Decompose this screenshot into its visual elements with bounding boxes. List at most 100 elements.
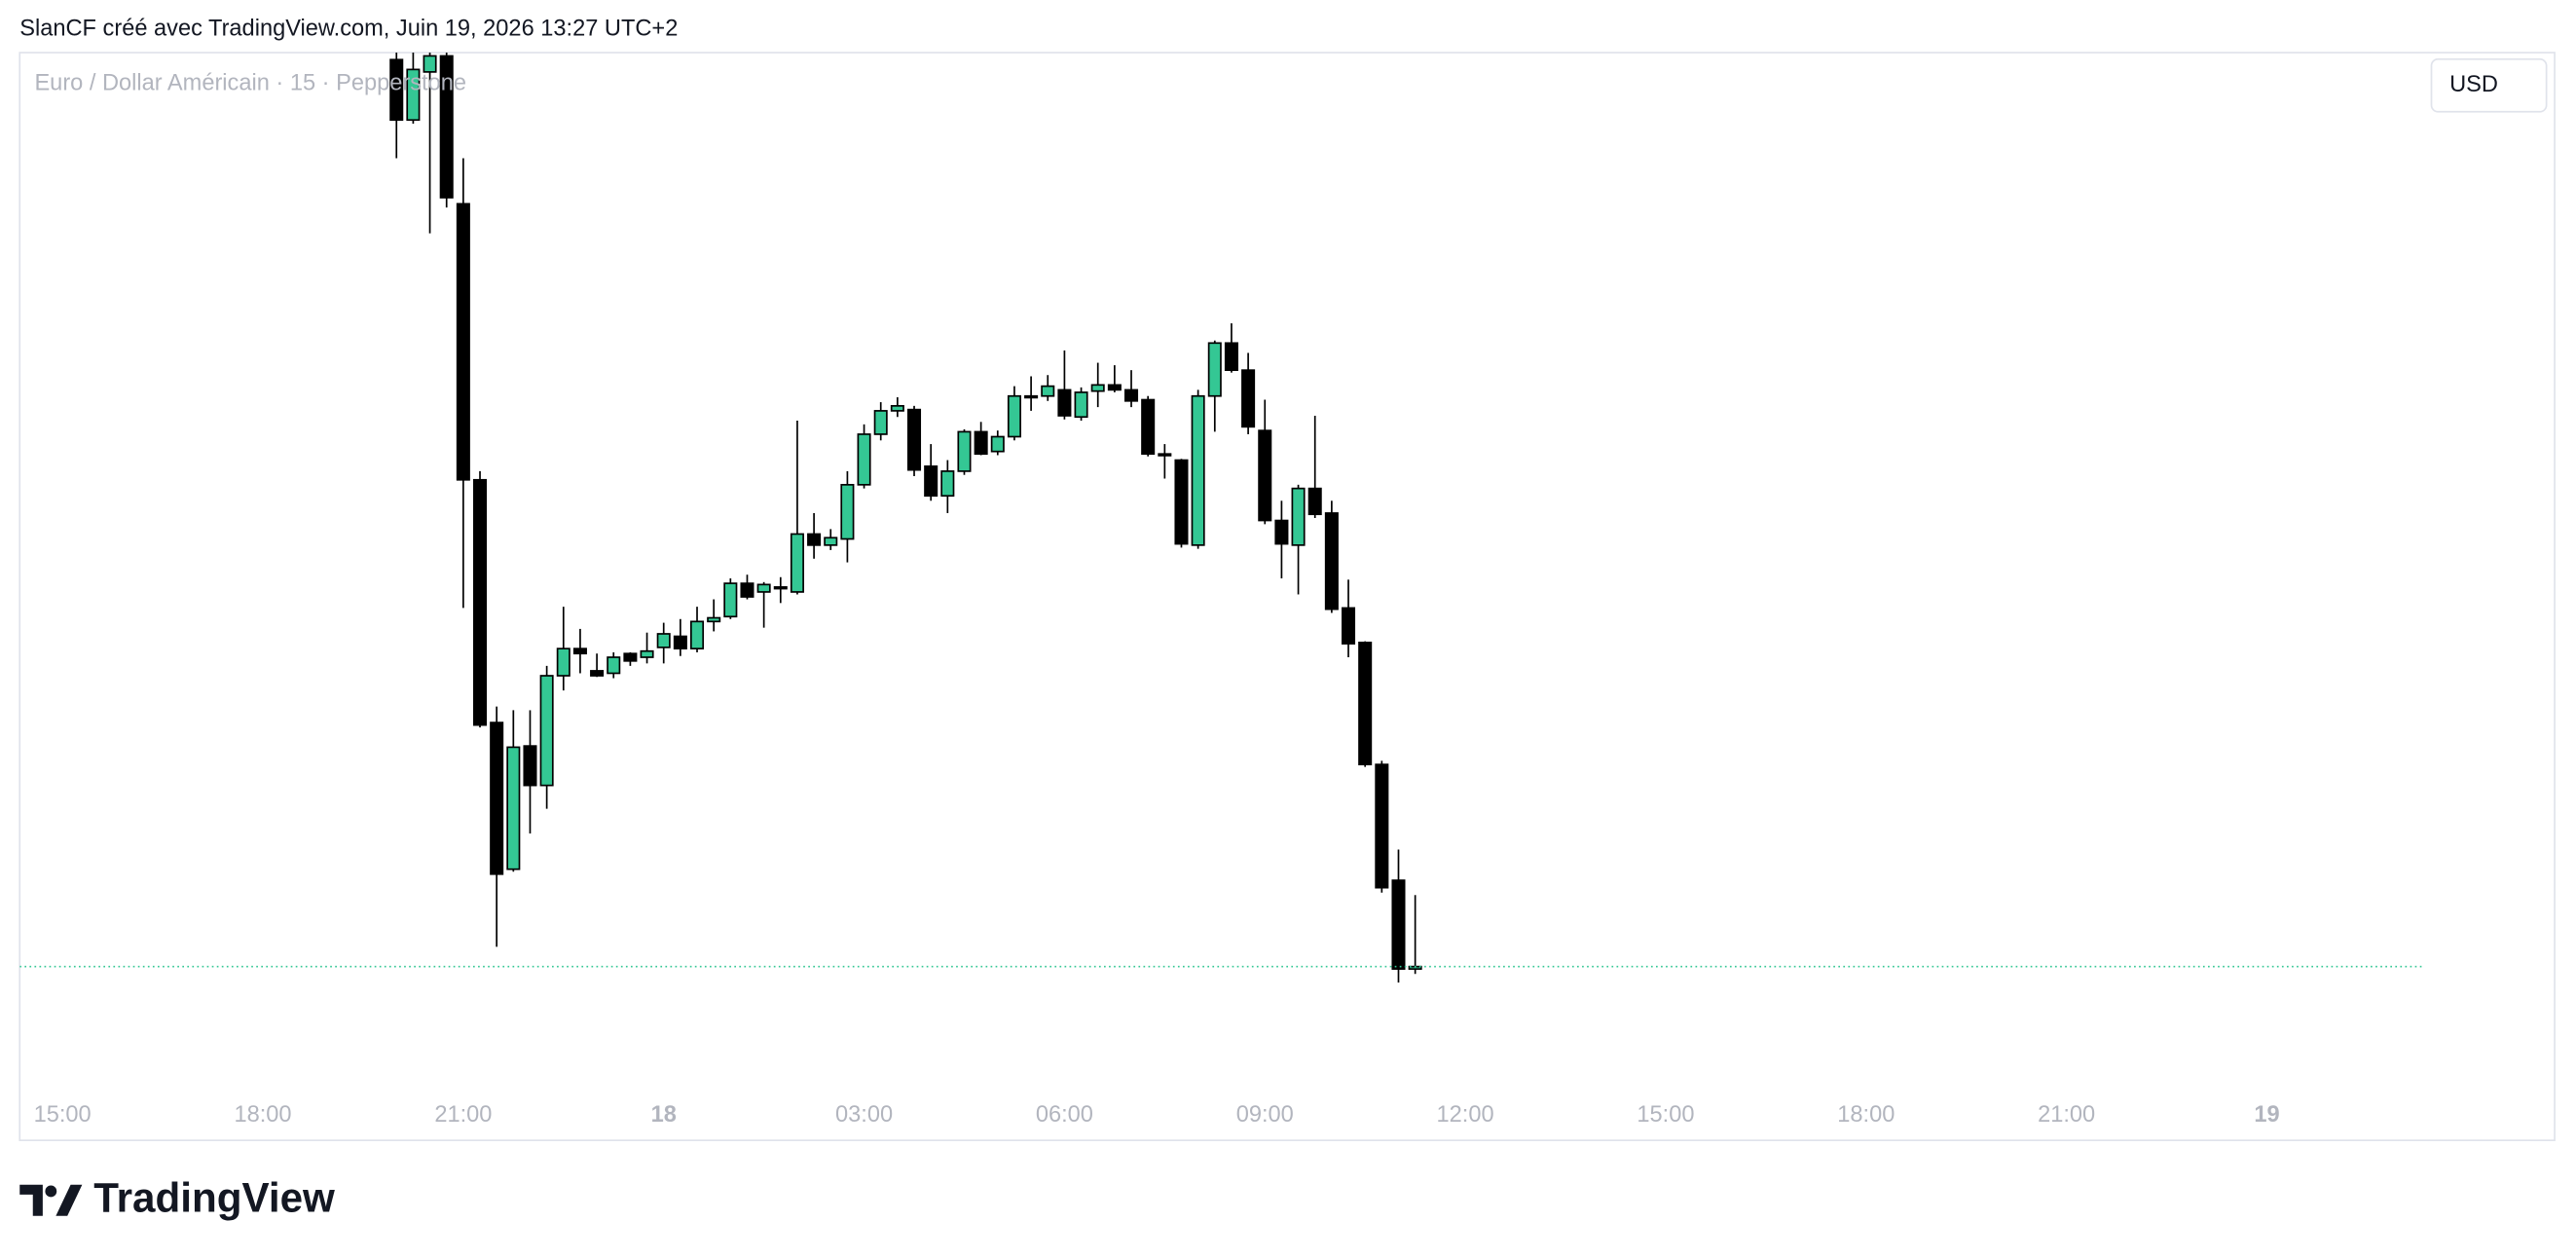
candle-body xyxy=(590,670,605,677)
y-tick-label: 1,15000 xyxy=(2451,658,2534,684)
last-price-box xyxy=(2426,950,2546,983)
candle-body xyxy=(623,652,638,662)
candle-body xyxy=(1307,487,1322,516)
candle-body xyxy=(1391,879,1406,971)
candle-body xyxy=(640,649,654,658)
y-tick-label: 1,15250 xyxy=(2451,351,2534,376)
candle-body xyxy=(1224,342,1238,371)
currency-label[interactable]: USD xyxy=(2449,72,2498,97)
candle-body xyxy=(1375,763,1389,889)
x-tick-label: 18 xyxy=(651,1102,677,1128)
chart-title: Euro / Dollar Américain · 15 · Peppersto… xyxy=(34,70,466,95)
y-tick-label: 1,15200 xyxy=(2451,412,2534,437)
candle-body xyxy=(607,656,621,675)
candle-body xyxy=(1274,519,1289,545)
candle-body xyxy=(423,55,437,73)
candle-body xyxy=(756,583,771,593)
candle-body xyxy=(539,675,554,787)
candle-body xyxy=(1024,394,1039,399)
last-price-label: 1,14761 xyxy=(2445,953,2527,979)
y-tick-label: 1,14900 xyxy=(2451,782,2534,807)
x-tick-label: 06:00 xyxy=(1036,1102,1093,1128)
candle-body xyxy=(1090,384,1105,392)
x-tick-label: 03:00 xyxy=(835,1102,893,1128)
candle-body xyxy=(957,430,972,472)
candle-body xyxy=(740,582,754,598)
candle-body xyxy=(1324,512,1339,610)
candle-body xyxy=(873,410,888,435)
header: SlanCF créé avec TradingView.com, Juin 1… xyxy=(19,17,678,42)
candle-body xyxy=(940,470,955,498)
y-tick-label: 1,15400 xyxy=(2451,166,2534,191)
candle-body xyxy=(723,582,738,618)
candle-body xyxy=(924,465,938,498)
candle-body xyxy=(807,533,822,546)
logo: TradingView xyxy=(19,1175,335,1221)
y-tick-label: 1,15350 xyxy=(2451,228,2534,253)
candle-body xyxy=(506,746,521,870)
chart-frame xyxy=(18,52,2556,1141)
candle-body xyxy=(1342,607,1356,645)
candle-body xyxy=(656,633,671,648)
candle-body xyxy=(907,408,922,471)
y-tick-label: 1,14850 xyxy=(2451,843,2534,869)
candle-body xyxy=(490,722,504,875)
x-tick-label: 21:00 xyxy=(434,1102,492,1128)
candle-body xyxy=(1191,394,1205,546)
candle-body xyxy=(1107,384,1122,391)
candle-body xyxy=(523,745,537,787)
candle-body xyxy=(890,405,904,412)
candle-body xyxy=(406,68,421,122)
logo-text: TradingView xyxy=(93,1175,335,1221)
candle-body xyxy=(472,478,488,726)
candle-body xyxy=(1007,394,1021,438)
y-tick-label: 1,15300 xyxy=(2451,289,2534,314)
candle-body xyxy=(389,58,404,122)
candle-body xyxy=(556,648,570,677)
candle-body xyxy=(790,533,804,593)
logo-icon xyxy=(19,1184,83,1216)
candle-body xyxy=(456,203,470,481)
candle-body xyxy=(857,433,871,486)
y-tick-label: 1,14750 xyxy=(2451,967,2534,992)
candle-body xyxy=(689,620,705,650)
y-tick-label: 1,14800 xyxy=(2451,906,2534,931)
x-tick-label: 18:00 xyxy=(1837,1102,1895,1128)
x-tick-label: 09:00 xyxy=(1236,1102,1294,1128)
plot-area: 1,14700 1,14750 1,14800 1,14850 1,14900 1,149… xyxy=(19,53,2546,1128)
x-tick-label: 12:00 xyxy=(1437,1102,1494,1128)
candle-body xyxy=(1141,398,1156,456)
candle-body xyxy=(707,616,721,623)
candle-body xyxy=(773,586,788,590)
candle-body xyxy=(1057,388,1072,417)
x-tick-label: 15:00 xyxy=(34,1102,92,1128)
y-tick-label: 1,14950 xyxy=(2451,721,2534,746)
candle-body xyxy=(1358,641,1373,765)
candle-body xyxy=(1074,391,1088,419)
candle-body xyxy=(1041,385,1055,397)
candle-body xyxy=(439,55,454,199)
currency-button[interactable] xyxy=(2430,57,2548,113)
y-tick-label: 1,14700 xyxy=(2451,1028,2534,1054)
y-tick-label: 1,15150 xyxy=(2451,474,2534,500)
candle-body xyxy=(990,435,1005,453)
x-tick-label: 19 xyxy=(2254,1102,2279,1128)
x-tick-label: 15:00 xyxy=(1637,1102,1694,1128)
logo-dot xyxy=(45,1185,57,1198)
candle-body xyxy=(1241,369,1256,428)
x-tick-label: 18:00 xyxy=(234,1102,291,1128)
candle-body xyxy=(1258,429,1272,522)
candle-body xyxy=(1124,388,1139,402)
candle-body xyxy=(1174,459,1189,545)
candle-body xyxy=(1158,453,1172,457)
candle-body xyxy=(840,484,855,540)
candle-body xyxy=(572,648,587,655)
candle-body xyxy=(1207,342,1222,397)
candle-body xyxy=(673,635,687,650)
candle-body xyxy=(824,536,838,546)
candle-body xyxy=(974,430,988,456)
y-tick-label: 1,15050 xyxy=(2451,597,2534,622)
candle-body xyxy=(1291,487,1306,546)
